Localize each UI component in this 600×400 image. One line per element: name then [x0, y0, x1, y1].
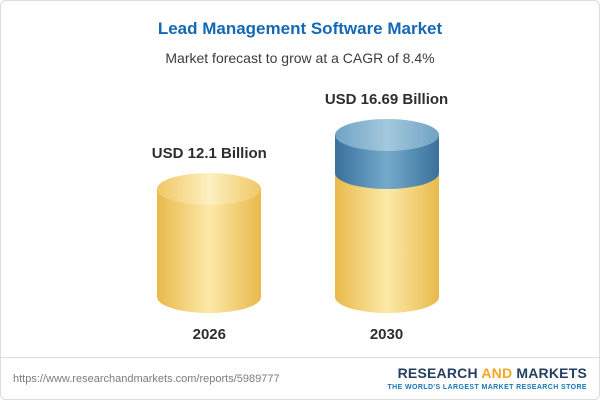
cylinder-2026 — [157, 173, 262, 313]
value-label-2030: USD 16.69 Billion — [324, 91, 449, 108]
logo-word-markets: MARKETS — [516, 365, 587, 382]
cylinder-2026-body — [157, 189, 262, 313]
value-label-2026: USD 12.1 Billion — [151, 145, 267, 162]
logo-tagline: THE WORLD'S LARGEST MARKET RESEARCH STOR… — [387, 383, 587, 391]
bar-group-2030: USD 16.69 Billion 2030 — [325, 91, 448, 343]
researchandmarkets-logo: RESEARCH AND MARKETS THE WORLD'S LARGEST… — [387, 365, 587, 391]
cylinder-2030 — [334, 119, 439, 313]
bar-group-2026: USD 12.1 Billion 2026 — [152, 145, 267, 343]
cylinder-2030-top-ellipse — [334, 119, 439, 151]
chart-title: Lead Management Software Market — [157, 19, 443, 38]
logo-wordmark: RESEARCH AND MARKETS — [387, 365, 587, 381]
chart-header: Lead Management Software Market Market f… — [1, 1, 599, 81]
logo-word-research: RESEARCH — [397, 365, 478, 382]
cylinder-2026-top-ellipse — [157, 173, 262, 205]
category-label-2026: 2026 — [192, 326, 226, 343]
footer-bar: https://www.researchandmarkets.com/repor… — [1, 357, 599, 399]
cylinder-2030-yellow-segment — [334, 173, 439, 313]
source-url-link[interactable]: https://www.researchandmarkets.com/repor… — [13, 372, 280, 385]
chart-area: USD 12.1 Billion 2026 USD 16.69 Billion … — [1, 81, 599, 353]
chart-subtitle: Market forecast to grow at a CAGR of 8.4… — [165, 50, 435, 66]
logo-word-and: AND — [481, 365, 513, 382]
category-label-2030: 2030 — [369, 326, 404, 343]
